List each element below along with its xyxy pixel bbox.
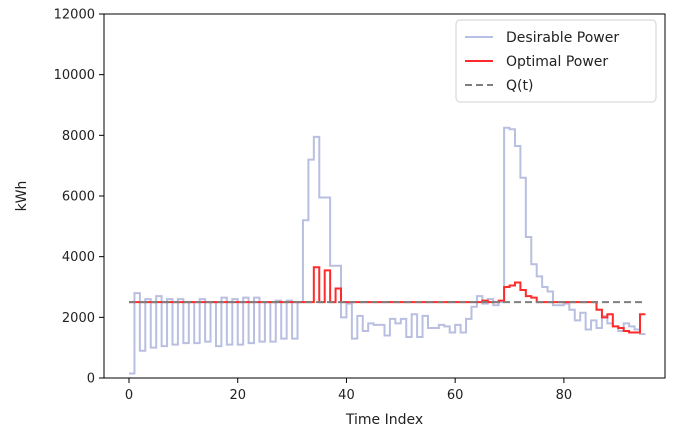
y-tick-label: 4000 <box>62 250 95 265</box>
legend-label: Optimal Power <box>506 54 608 70</box>
legend-label: Q(t) <box>506 78 533 94</box>
y-tick-label: 6000 <box>62 190 95 205</box>
legend-box <box>455 19 657 103</box>
legend-label: Desirable Power <box>506 30 619 46</box>
x-tick-label: 80 <box>556 388 573 403</box>
y-tick-label: 8000 <box>62 129 95 144</box>
y-axis-label: kWh <box>14 181 30 212</box>
y-tick-label: 2000 <box>62 311 95 326</box>
legend: Desirable Power Optimal Power Q(t) <box>455 19 657 103</box>
plot-area <box>129 126 646 375</box>
x-tick-label: 40 <box>338 388 355 403</box>
x-axis-label: Time Index <box>345 412 423 428</box>
x-tick-label: 20 <box>229 388 246 403</box>
y-tick-label: 0 <box>87 372 95 387</box>
series-line-0 <box>129 126 646 375</box>
series-line-1 <box>129 266 646 334</box>
axis-ticks: 0 20 40 60 80 0 2000 4000 6000 8000 10000 12000 <box>54 8 573 404</box>
x-tick-label: 60 <box>447 388 464 403</box>
y-tick-label: 10000 <box>54 68 95 83</box>
x-tick-label: 0 <box>125 388 133 403</box>
y-tick-label: 12000 <box>54 8 95 23</box>
